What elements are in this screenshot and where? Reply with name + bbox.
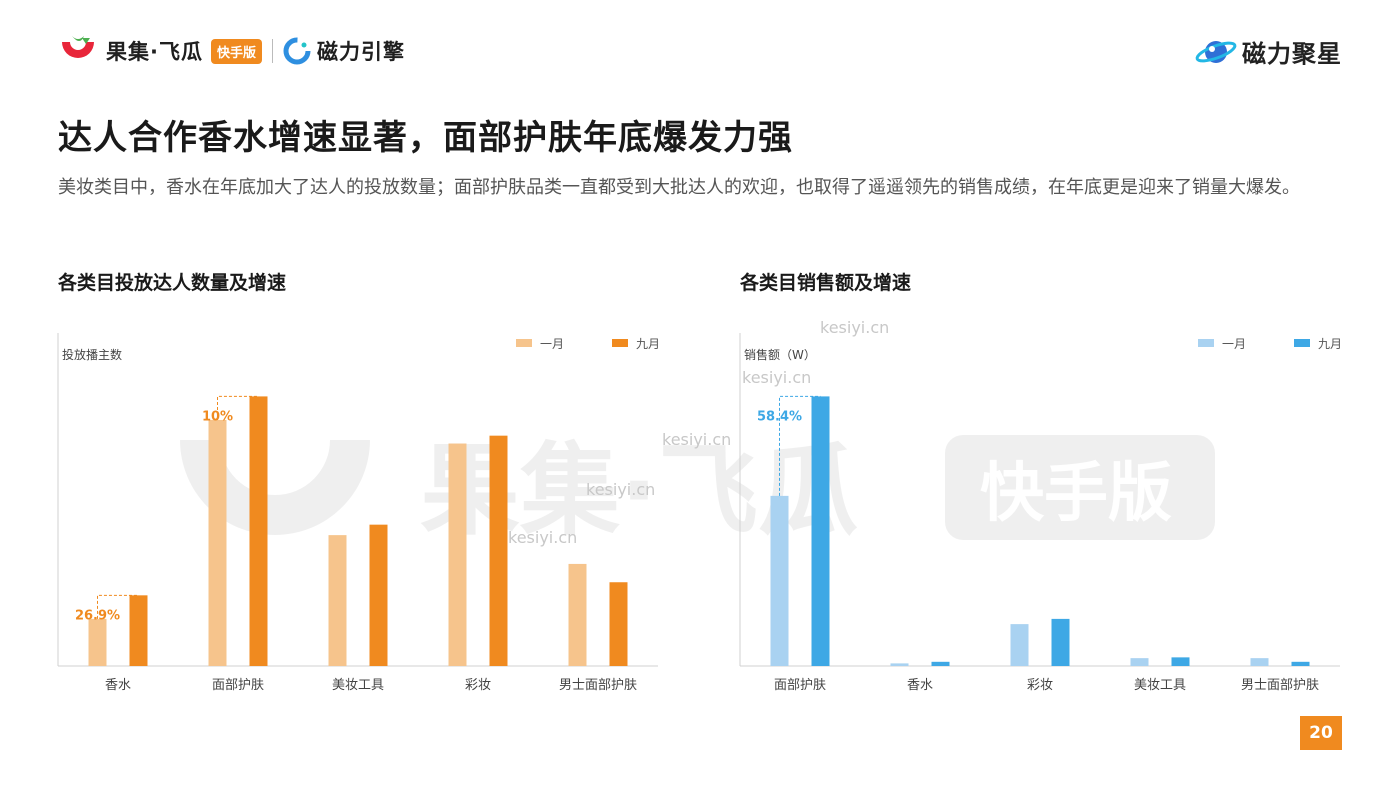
- y-axis-label: 投放播主数: [62, 347, 122, 362]
- x-tick-label: 面部护肤: [774, 678, 826, 693]
- x-tick-label: 男士面部护肤: [559, 678, 637, 693]
- watermark-site-3: kesiyi.cn: [662, 430, 732, 449]
- cili-engine-icon: [283, 37, 311, 65]
- bar: [328, 535, 347, 666]
- planet-icon: [1195, 40, 1237, 63]
- bar: [448, 443, 467, 666]
- x-tick-label: 香水: [105, 678, 131, 693]
- x-tick-label: 美妆工具: [1134, 678, 1186, 693]
- bar: [1250, 658, 1269, 666]
- bar: [568, 563, 587, 666]
- watermark-site-5: kesiyi.cn: [508, 528, 578, 547]
- legend-label: 九月: [1318, 337, 1342, 351]
- left-chart-title: 各类目投放达人数量及增速: [58, 272, 287, 294]
- watermark-site-4: kesiyi.cn: [586, 480, 656, 499]
- right-chart-title: 各类目销售额及增速: [740, 272, 912, 294]
- right-brand-logo: 磁力聚星: [1194, 34, 1342, 69]
- bar: [890, 663, 909, 666]
- bar: [1171, 657, 1190, 666]
- bar: [1010, 624, 1029, 666]
- bar: [489, 435, 508, 666]
- partner-name: 磁力引擎: [317, 40, 405, 64]
- bar: [811, 396, 830, 666]
- legend-swatch: [516, 339, 532, 347]
- y-axis-label: 销售额（W）: [744, 347, 816, 362]
- legend-label: 一月: [1222, 337, 1246, 351]
- bar: [609, 582, 628, 666]
- growth-label: 58.4%: [757, 409, 802, 424]
- brand-divider: [272, 39, 273, 63]
- brand-logo: 果集·飞瓜 快手版 磁力引擎: [58, 34, 405, 68]
- bar: [88, 618, 107, 666]
- bar: [1130, 658, 1149, 666]
- guoji-logo-icon: [62, 36, 94, 58]
- growth-bracket: [217, 395, 259, 420]
- growth-bracket: [779, 395, 821, 496]
- legend-label: 一月: [540, 337, 564, 351]
- x-tick-label: 香水: [907, 678, 933, 693]
- bar: [208, 419, 227, 666]
- x-tick-label: 男士面部护肤: [1241, 678, 1319, 693]
- x-tick-label: 面部护肤: [212, 678, 264, 693]
- legend-swatch: [1294, 339, 1310, 347]
- brand-name: 果集·飞瓜: [106, 40, 203, 64]
- growth-label: 10%: [202, 409, 233, 424]
- watermark-site-1: kesiyi.cn: [820, 318, 890, 337]
- growth-label: 26.9%: [75, 608, 120, 623]
- page-title: 达人合作香水增速显著，面部护肤年底爆发力强: [58, 118, 793, 158]
- bar: [1291, 661, 1310, 666]
- x-tick-label: 美妆工具: [332, 678, 384, 693]
- growth-bracket: [97, 594, 139, 619]
- legend-swatch: [612, 339, 628, 347]
- bar: [129, 595, 148, 666]
- page-subtitle: 美妆类目中，香水在年底加大了达人的投放数量；面部护肤品类一直都受到大批达人的欢迎…: [58, 177, 1300, 198]
- x-tick-label: 彩妆: [1027, 678, 1053, 693]
- brand-badge: 快手版: [210, 38, 262, 64]
- bar: [770, 495, 789, 666]
- bar: [249, 396, 268, 666]
- bar: [931, 661, 950, 666]
- right-brand-name: 磁力聚星: [1242, 40, 1342, 68]
- watermark-site-2: kesiyi.cn: [742, 368, 812, 387]
- x-tick-label: 彩妆: [465, 678, 491, 693]
- bar: [1051, 618, 1070, 666]
- bar: [369, 524, 388, 666]
- page-number: 20: [1300, 716, 1342, 750]
- legend-label: 九月: [636, 337, 660, 351]
- legend-swatch: [1198, 339, 1214, 347]
